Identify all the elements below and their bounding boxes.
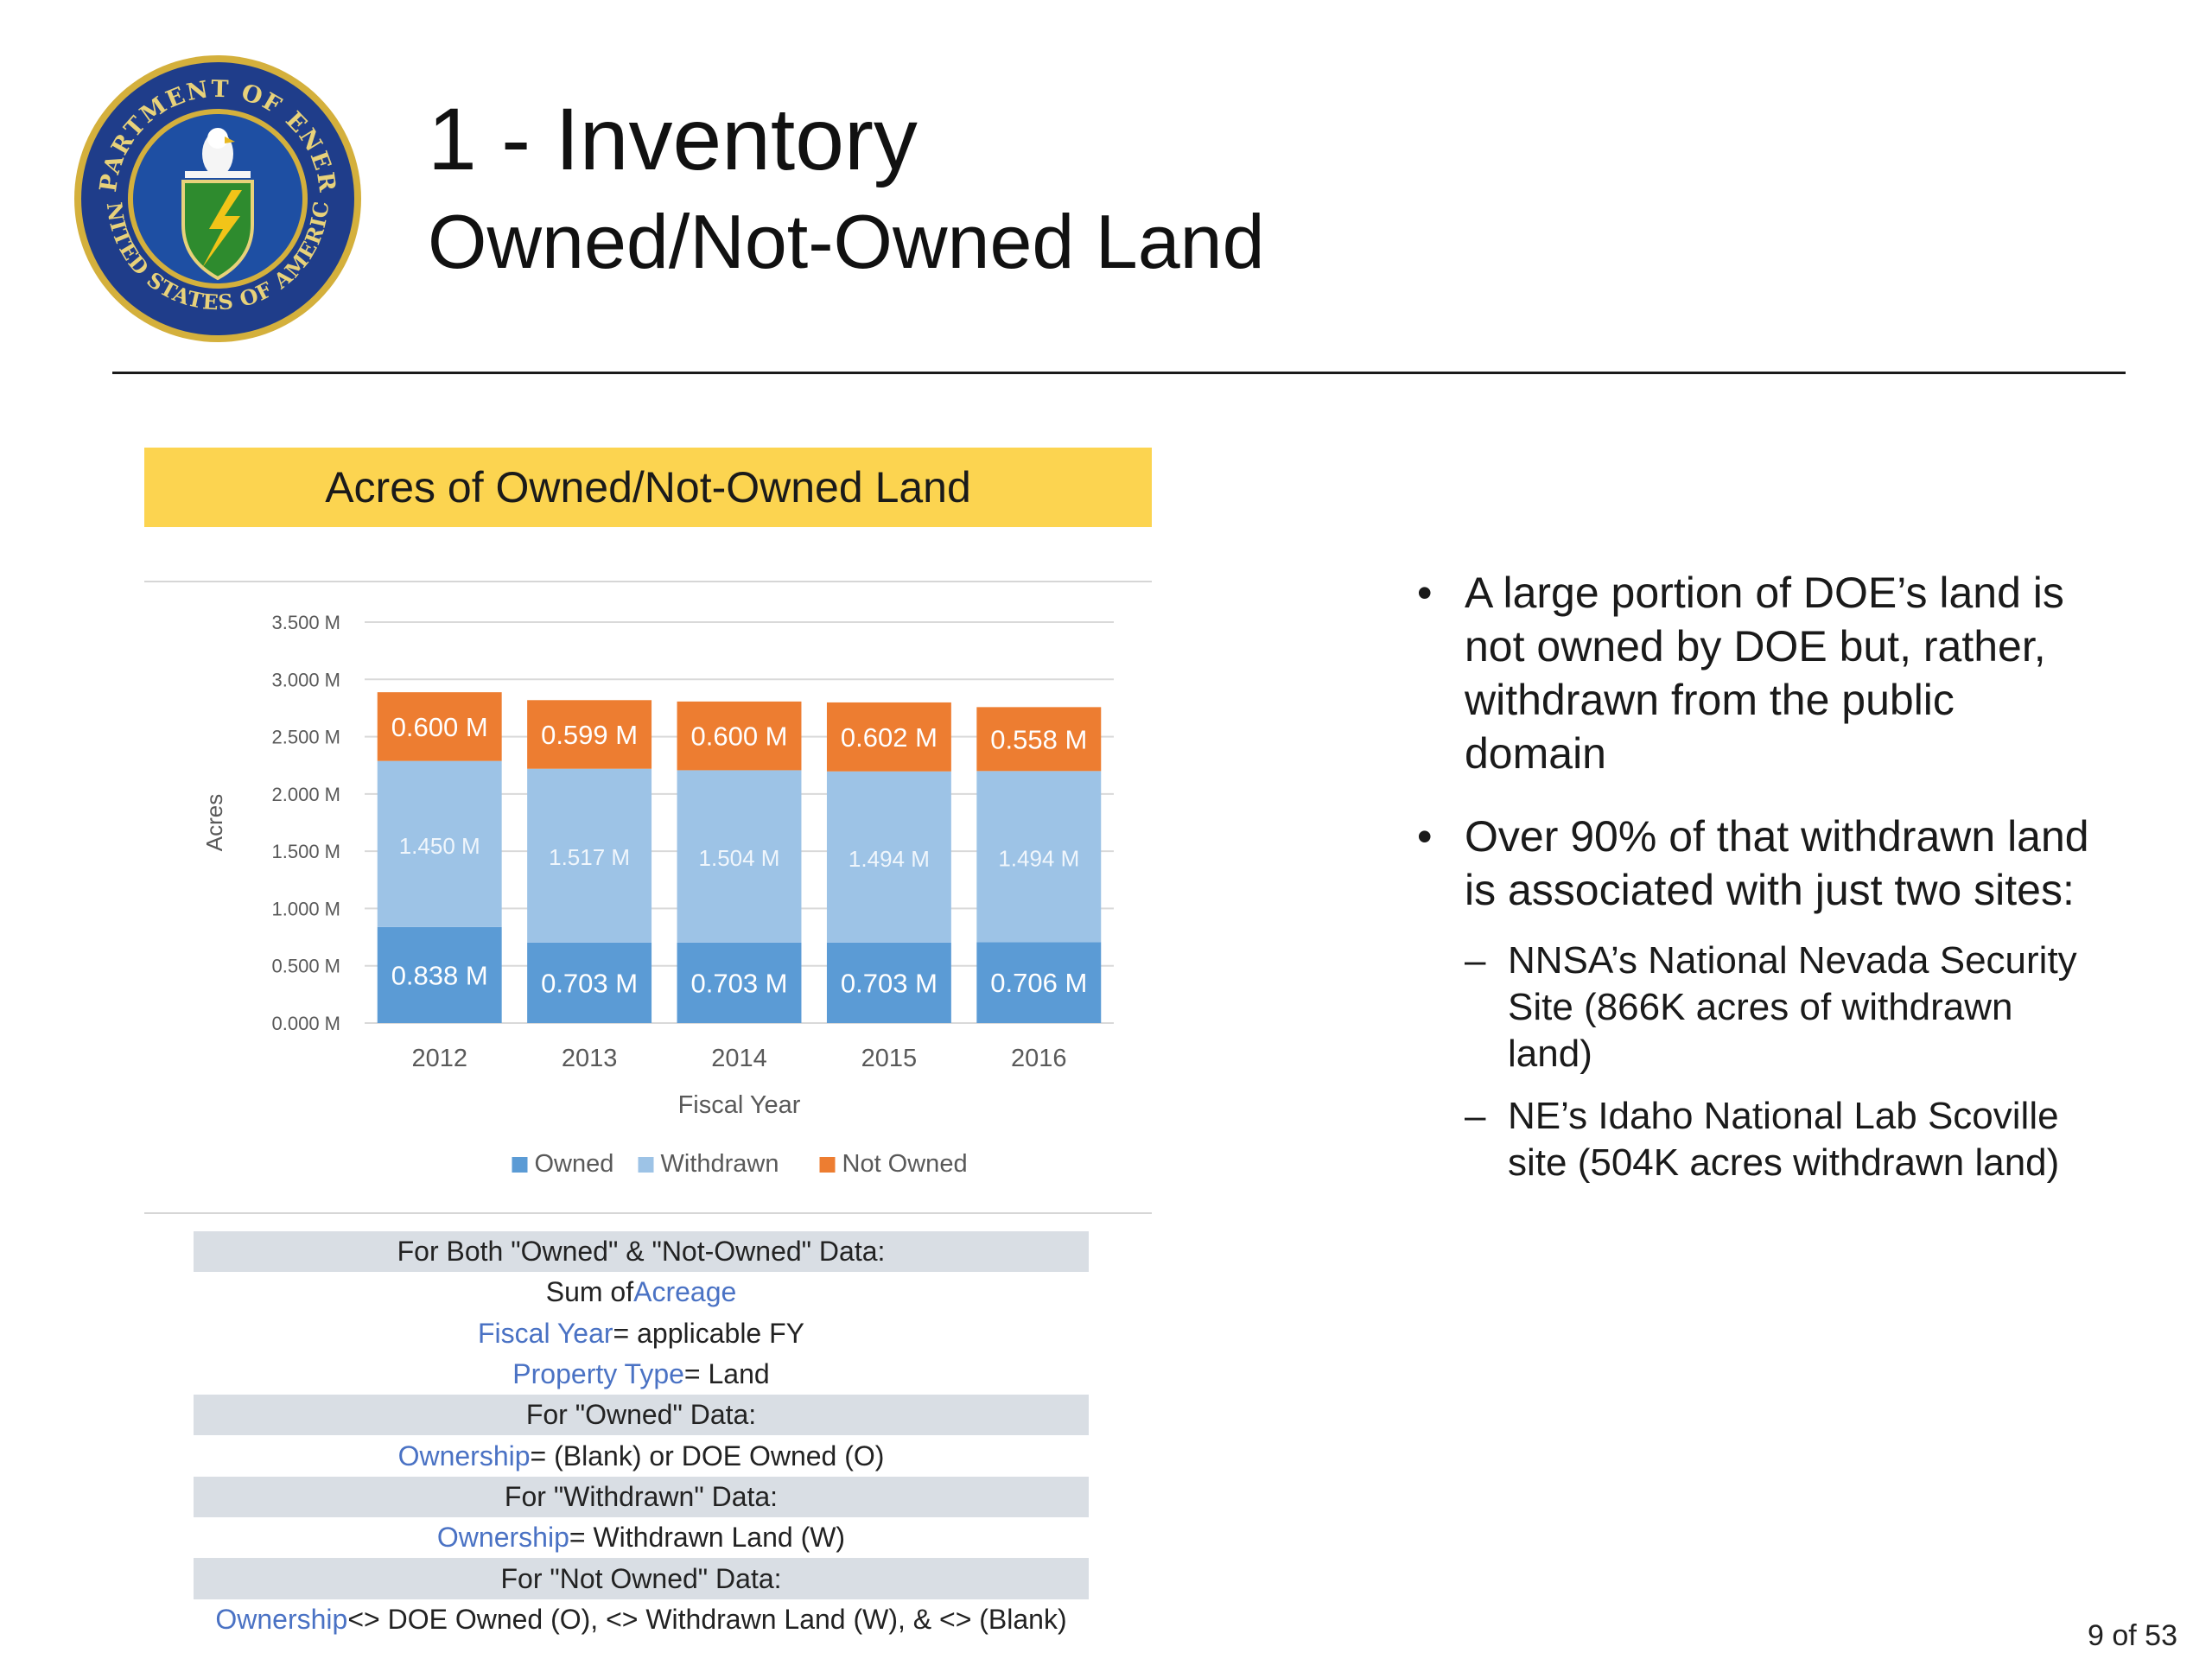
field-acreage: Acreage: [633, 1276, 737, 1308]
bar-withdrawn: [377, 760, 502, 927]
y-tick-label: 3.000 M: [272, 669, 341, 690]
legend-label: Not Owned: [842, 1150, 968, 1178]
criteria-row-owned: Ownership = (Blank) or DOE Owned (O): [397, 1440, 885, 1471]
legend-label: Owned: [535, 1150, 614, 1178]
bar-not-owned: [377, 692, 502, 761]
legend-swatch-not-owned: [819, 1157, 836, 1173]
bar-owned: [976, 942, 1102, 1023]
field-ownership: Ownership: [215, 1603, 348, 1635]
bar-not-owned: [826, 702, 951, 772]
sub-bullet-item: – NE’s Idaho National Lab Scoville site (…: [1465, 1095, 2060, 1184]
chart-title: Acres of Owned/Not-Owned Land: [144, 448, 1152, 527]
x-tick-label: 2013: [562, 1045, 618, 1072]
y-tick-label: 3.500 M: [272, 612, 341, 633]
bar-withdrawn: [826, 771, 951, 943]
stacked-bar-chart: 0.000 M 0.500 M 1.000 M 1.500 M 2.000 M 2.500…: [201, 612, 1114, 1178]
criteria-row-withdrawn: Ownership = Withdrawn Land (W): [436, 1522, 846, 1554]
data-label: 0.600 M: [391, 712, 488, 742]
data-label: 1.494 M: [849, 846, 930, 872]
bar-owned: [527, 942, 652, 1023]
bar-withdrawn: [677, 770, 802, 943]
data-label: 0.600 M: [690, 721, 787, 752]
criteria-header-owned: For "Owned" Data:: [194, 1395, 1089, 1436]
criteria-row-not-owned: Ownership <> DOE Owned (O), <> Withdrawn…: [215, 1603, 1067, 1635]
data-label: 0.703 M: [841, 968, 938, 998]
bar-withdrawn: [976, 771, 1102, 943]
data-label: 0.703 M: [690, 968, 787, 998]
criteria-header-not-owned: For "Not Owned" Data:: [194, 1558, 1089, 1599]
data-label: 0.706 M: [990, 968, 1087, 998]
doe-seal-logo: DEPARTMENT OF ENERGY UNITED STATES OF AM…: [71, 52, 361, 342]
criteria-table: For Both "Owned" & "Not-Owned" Data: Sum…: [194, 1231, 1089, 1640]
x-tick-label: 2014: [711, 1045, 767, 1072]
criteria-row-property-type: Property Type = Land: [512, 1358, 770, 1390]
x-tick-label: 2016: [1011, 1045, 1067, 1072]
x-axis-label: Fiscal Year: [678, 1091, 801, 1119]
y-tick-label: 1.000 M: [272, 898, 341, 919]
data-label: 1.494 M: [998, 845, 1079, 871]
slide-subtitle: Owned/Not-Owned Land: [428, 199, 1265, 284]
chart-top-divider: [144, 581, 1152, 582]
data-label: 0.599 M: [541, 720, 638, 750]
data-label: 0.703 M: [541, 968, 638, 998]
field-ownership: Ownership: [397, 1440, 531, 1471]
x-tick-label: 2015: [861, 1045, 918, 1072]
bullet-item: • A large portion of DOE’s land is not ow…: [1417, 569, 2064, 778]
criteria-row-fiscal-year: Fiscal Year = applicable FY: [478, 1317, 804, 1349]
legend-label: Withdrawn: [661, 1150, 779, 1178]
bar-withdrawn: [527, 768, 652, 943]
y-tick-label: 1.500 M: [272, 841, 341, 862]
y-tick-label: 0.500 M: [272, 956, 341, 977]
criteria-header-withdrawn: For "Withdrawn" Data:: [194, 1476, 1089, 1518]
chart-bottom-divider: [144, 1212, 1152, 1214]
data-label: 1.517 M: [549, 844, 630, 870]
criteria-row-sum: Sum of Acreage: [545, 1276, 737, 1308]
data-label: 0.838 M: [391, 960, 488, 990]
bar-owned: [377, 926, 502, 1023]
header-divider: [112, 372, 2126, 374]
data-label: 1.450 M: [399, 833, 480, 859]
bullet-item: • Over 90% of that withdrawn land is asso…: [1417, 812, 2089, 914]
y-axis-label: Acres: [201, 794, 227, 851]
bar-owned: [677, 942, 802, 1023]
y-tick-label: 0.000 M: [272, 1013, 341, 1034]
data-label: 0.558 M: [990, 724, 1087, 754]
bar-not-owned: [976, 707, 1102, 772]
criteria-header-both: For Both "Owned" & "Not-Owned" Data:: [194, 1231, 1089, 1273]
sub-bullet-item: – NNSA’s National Nevada Security Site (8…: [1465, 939, 2077, 1075]
field-ownership: Ownership: [436, 1522, 569, 1554]
field-fiscal-year: Fiscal Year: [478, 1317, 613, 1349]
y-tick-label: 2.500 M: [272, 727, 341, 748]
bullet-list: • A large portion of DOE’s land is not ow…: [1417, 566, 2091, 1202]
bar-not-owned: [527, 700, 652, 769]
slide-title: 1 - Inventory: [428, 90, 918, 188]
bar-not-owned: [677, 701, 802, 771]
data-label: 0.602 M: [841, 722, 938, 753]
data-label: 1.504 M: [699, 845, 780, 871]
bar-owned: [826, 942, 951, 1023]
legend-swatch-owned: [512, 1157, 528, 1173]
x-tick-label: 2012: [411, 1045, 467, 1072]
field-property-type: Property Type: [512, 1358, 684, 1390]
page-number: 9 of 53: [2088, 1619, 2177, 1652]
legend-swatch-withdrawn: [638, 1157, 654, 1173]
y-tick-label: 2.000 M: [272, 784, 341, 805]
